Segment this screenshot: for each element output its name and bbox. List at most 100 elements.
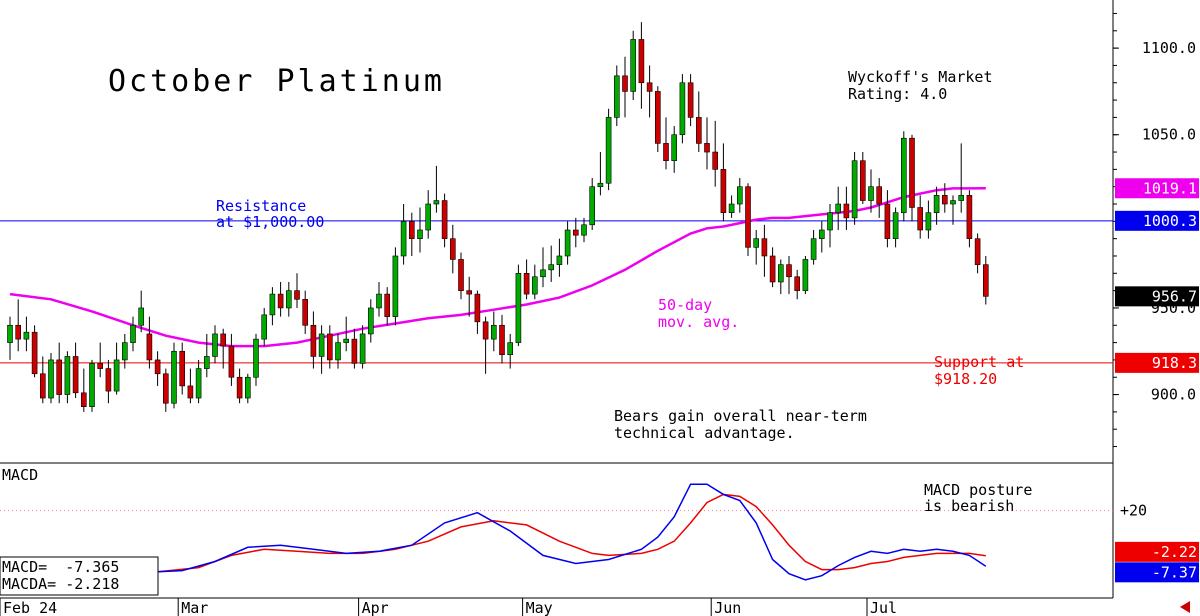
candle-up bbox=[564, 229, 571, 257]
candle-up bbox=[433, 200, 440, 205]
rating-line-2: Rating: 4.0 bbox=[848, 85, 947, 103]
candle-down bbox=[310, 324, 317, 357]
candle-down bbox=[884, 203, 891, 239]
candle-down bbox=[769, 255, 776, 283]
candle-down bbox=[384, 293, 391, 317]
candle-up bbox=[810, 238, 817, 260]
candle-down bbox=[982, 264, 989, 297]
support-tag: 918.3 bbox=[1152, 354, 1197, 372]
candle-down bbox=[909, 137, 915, 208]
candle-up bbox=[343, 338, 350, 343]
candle-down bbox=[228, 345, 235, 378]
candle-down bbox=[794, 276, 801, 291]
macd-tag-box bbox=[1115, 562, 1199, 583]
candle-up bbox=[89, 363, 95, 407]
candle-down bbox=[966, 195, 973, 239]
candle-down bbox=[220, 333, 226, 347]
candle-down bbox=[441, 200, 448, 239]
candle-up bbox=[400, 221, 407, 257]
resistance-tag-box bbox=[1115, 210, 1199, 231]
date-label: Mar bbox=[181, 599, 208, 616]
candle-up bbox=[933, 195, 940, 213]
last-price-tag-box bbox=[1115, 286, 1199, 307]
macd-axis-label: +20 bbox=[1120, 502, 1147, 520]
date-label: Jul bbox=[870, 599, 897, 616]
candle-down bbox=[663, 143, 669, 162]
candle-up bbox=[613, 75, 620, 118]
candle-down bbox=[843, 203, 850, 219]
candle-up bbox=[7, 324, 13, 343]
scroll-left-arrow-icon[interactable] bbox=[1180, 601, 1190, 613]
candle-up bbox=[253, 338, 259, 378]
candle-down bbox=[974, 238, 981, 265]
candle-down bbox=[786, 264, 792, 278]
candle-up bbox=[204, 356, 210, 369]
candle-down bbox=[523, 273, 530, 295]
date-label: Apr bbox=[362, 599, 389, 616]
candle-down bbox=[654, 91, 661, 144]
candle-up bbox=[736, 186, 743, 205]
candle-up bbox=[335, 342, 341, 361]
candle-down bbox=[31, 331, 38, 375]
candle-up bbox=[679, 82, 686, 136]
candle-up bbox=[245, 376, 251, 399]
candle-up bbox=[113, 359, 120, 392]
candle-up bbox=[827, 212, 833, 231]
candle-up bbox=[868, 186, 874, 201]
ma-tag: 1019.1 bbox=[1143, 179, 1197, 197]
macd-readout: MACD= -7.365 bbox=[2, 558, 119, 576]
candle-down bbox=[154, 359, 161, 375]
candle-up bbox=[581, 224, 587, 236]
candle-down bbox=[720, 169, 727, 213]
candle-up bbox=[138, 307, 144, 326]
candle-down bbox=[687, 82, 694, 118]
macda-readout: MACDA= -2.218 bbox=[2, 575, 119, 593]
price-tick-label: 900.0 bbox=[1151, 386, 1196, 404]
candle-up bbox=[48, 359, 54, 399]
candles-layer bbox=[7, 22, 989, 412]
support-label: Support at bbox=[934, 353, 1024, 371]
candle-down bbox=[179, 350, 185, 387]
macd-title: MACD bbox=[2, 466, 38, 484]
candle-down bbox=[695, 117, 702, 144]
candle-down bbox=[499, 324, 505, 356]
candle-up bbox=[376, 293, 382, 309]
date-label: Jun bbox=[714, 599, 741, 616]
macd-line bbox=[157, 483, 987, 581]
candle-down bbox=[97, 363, 103, 369]
candle-down bbox=[39, 373, 46, 399]
candle-up bbox=[130, 324, 136, 343]
candle-up bbox=[490, 324, 497, 340]
macda-tag: -2.22 bbox=[1152, 543, 1197, 561]
candle-up bbox=[122, 342, 128, 361]
price-tags-layer: 1019.1 1000.3 956.7 918.3 -2.22 -7.37 bbox=[1115, 178, 1199, 583]
candle-down bbox=[449, 238, 456, 260]
price-tick-label: 1100.0 bbox=[1142, 39, 1196, 57]
candle-up bbox=[318, 333, 325, 357]
candle-down bbox=[704, 143, 710, 153]
candle-down bbox=[302, 298, 309, 326]
candle-down bbox=[917, 207, 924, 231]
candle-up bbox=[728, 203, 735, 213]
candle-up bbox=[540, 269, 546, 278]
price-tick-label: 1050.0 bbox=[1142, 126, 1196, 144]
chart-title: October Platinum bbox=[108, 64, 445, 99]
candle-up bbox=[753, 238, 760, 248]
rating-line-1: Wyckoff's Market bbox=[848, 68, 993, 86]
macd-layer bbox=[157, 483, 987, 581]
candle-down bbox=[72, 356, 79, 394]
candle-up bbox=[671, 134, 678, 162]
candle-down bbox=[146, 333, 153, 361]
support-label-2: $918.20 bbox=[934, 370, 997, 388]
candle-down bbox=[622, 75, 628, 92]
candle-up bbox=[531, 276, 538, 295]
candle-down bbox=[56, 359, 63, 395]
candle-down bbox=[15, 324, 21, 340]
candle-down bbox=[326, 333, 333, 361]
resistance-label-2: at $1,000.00 bbox=[216, 213, 324, 231]
candle-up bbox=[23, 331, 30, 340]
candle-up bbox=[359, 333, 366, 364]
ma-label-2: mov. avg. bbox=[658, 313, 739, 331]
candle-up bbox=[630, 39, 637, 92]
